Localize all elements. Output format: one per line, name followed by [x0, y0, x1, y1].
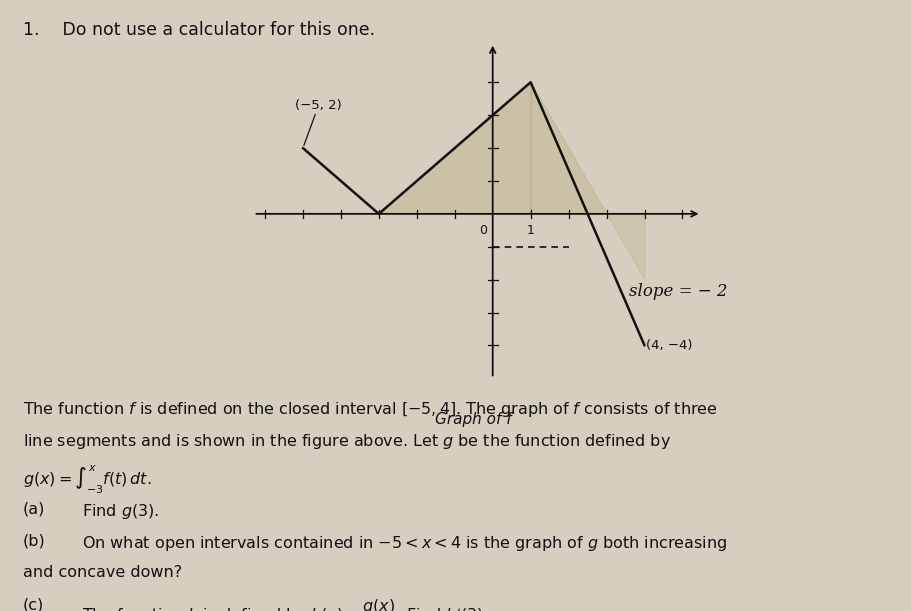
- Text: Find $g(3)$.: Find $g(3)$.: [82, 502, 159, 521]
- Text: (c): (c): [23, 597, 44, 611]
- Text: $g(x) = \int_{-3}^{x} f(t)\,dt$.: $g(x) = \int_{-3}^{x} f(t)\,dt$.: [23, 464, 151, 496]
- Text: (b): (b): [23, 533, 46, 549]
- Text: On what open intervals contained in $-5 < x < 4$ is the graph of $g$ both increa: On what open intervals contained in $-5 …: [82, 533, 727, 552]
- Text: 0: 0: [479, 224, 487, 236]
- Text: 1: 1: [527, 224, 535, 236]
- Text: (4, −4): (4, −4): [647, 339, 693, 352]
- Text: (a): (a): [23, 502, 46, 517]
- Text: The function $f$ is defined on the closed interval $[-5, 4]$. The graph of $f$ c: The function $f$ is defined on the close…: [23, 400, 717, 419]
- Text: and concave down?: and concave down?: [23, 565, 182, 580]
- Text: The function $h$ is defined by $h(x) = \dfrac{g(x)}{x}$. Find $h'(3)$.: The function $h$ is defined by $h(x) = \…: [82, 597, 488, 611]
- Text: slope = − 2: slope = − 2: [630, 283, 728, 300]
- Text: Graph of f: Graph of f: [435, 412, 512, 427]
- Text: (−5, 2): (−5, 2): [295, 98, 342, 145]
- Text: line segments and is shown in the figure above. Let $g$ be the function defined : line segments and is shown in the figure…: [23, 432, 670, 451]
- Text: 1.  Do not use a calculator for this one.: 1. Do not use a calculator for this one.: [23, 21, 375, 39]
